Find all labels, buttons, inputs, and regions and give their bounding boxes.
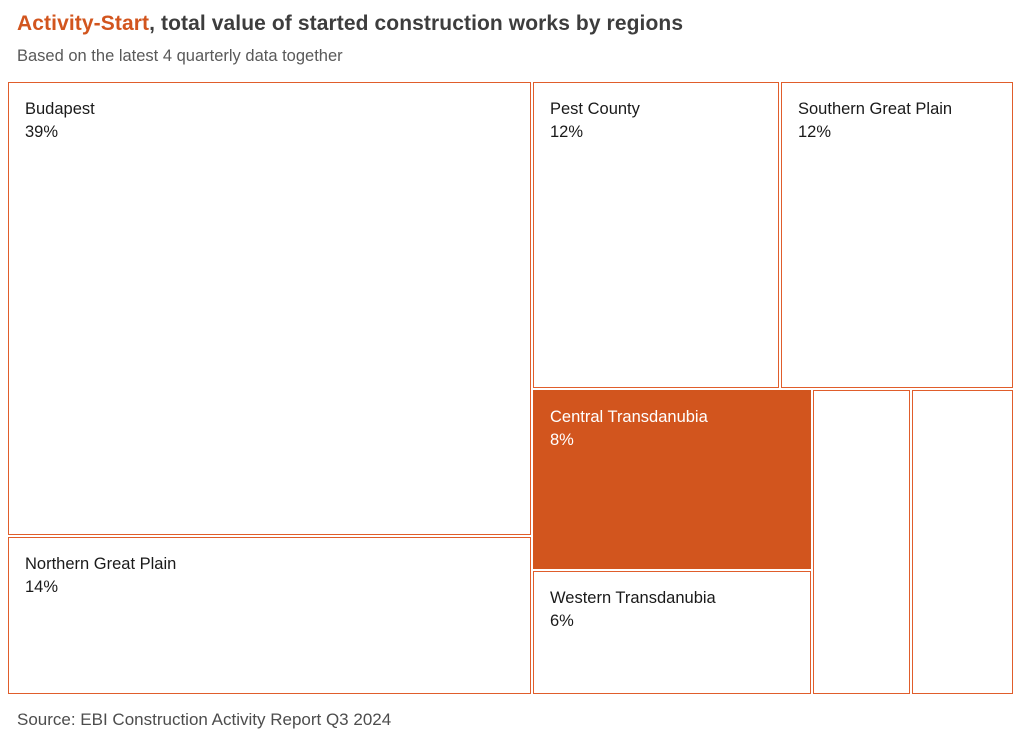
treemap-cell-pest-county: Pest County 12% <box>533 82 779 388</box>
treemap-cell-unlabeled-1 <box>813 390 910 694</box>
treemap-cell-central-transdanubia: Central Transdanubia 8% <box>533 390 811 569</box>
treemap-cell-western-transdanubia: Western Transdanubia 6% <box>533 571 811 694</box>
cell-label: Central Transdanubia <box>550 408 708 426</box>
chart-title-accent: Activity-Start <box>17 12 150 35</box>
chart-subtitle: Based on the latest 4 quarterly data tog… <box>17 47 343 65</box>
treemap-cell-northern-great-plain: Northern Great Plain 14% <box>8 537 531 694</box>
treemap-cell-unlabeled-2 <box>912 390 1013 694</box>
chart-title: Activity-Start, total value of started c… <box>17 12 683 36</box>
cell-label: Western Transdanubia <box>550 589 716 607</box>
treemap-cell-southern-great-plain: Southern Great Plain 12% <box>781 82 1013 388</box>
cell-label: Budapest <box>25 100 95 118</box>
cell-value: 8% <box>550 431 574 449</box>
cell-value: 39% <box>25 123 59 141</box>
treemap-cell-budapest: Budapest 39% <box>8 82 531 535</box>
cell-value: 12% <box>798 123 832 141</box>
cell-label: Pest County <box>550 100 640 118</box>
cell-label: Northern Great Plain <box>25 555 177 573</box>
cell-label: Southern Great Plain <box>798 100 953 118</box>
chart-title-rest: , total value of started construction wo… <box>149 12 684 35</box>
cell-value: 12% <box>550 123 584 141</box>
cell-value: 6% <box>550 612 574 630</box>
chart-source: Source: EBI Construction Activity Report… <box>17 710 392 729</box>
cell-value: 14% <box>25 578 59 596</box>
